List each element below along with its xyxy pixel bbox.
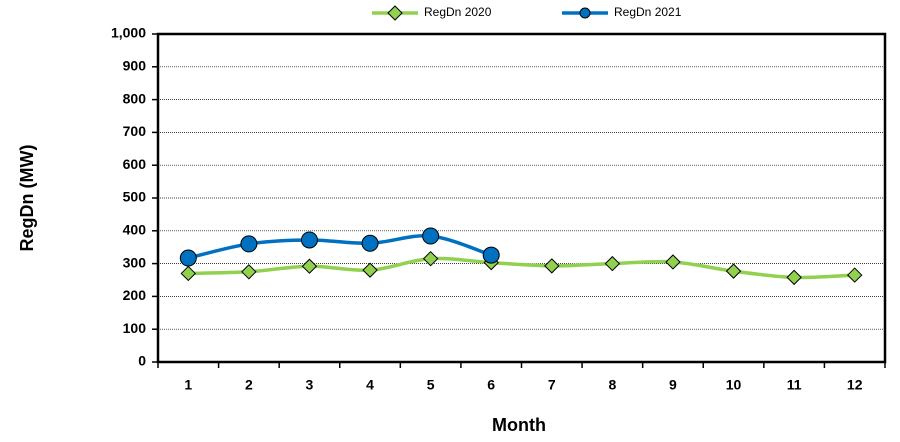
y-tick-label: 400 bbox=[123, 222, 147, 238]
x-tick-label: 6 bbox=[487, 377, 495, 393]
y-axis-label: RegDn (MW) bbox=[17, 145, 37, 252]
y-tick-label: 700 bbox=[123, 123, 147, 139]
plot-area bbox=[156, 32, 887, 364]
marker bbox=[725, 263, 742, 279]
marker bbox=[241, 264, 257, 280]
x-tick-label: 8 bbox=[608, 377, 616, 393]
x-tick-label: 5 bbox=[427, 377, 435, 393]
marker bbox=[300, 231, 318, 249]
marker bbox=[665, 254, 681, 270]
marker bbox=[604, 255, 621, 272]
marker bbox=[361, 234, 379, 252]
x-axis-label: Month bbox=[492, 415, 546, 435]
x-tick-label: 7 bbox=[548, 377, 556, 393]
marker bbox=[482, 246, 500, 264]
legend-label: RegDn 2021 bbox=[614, 5, 682, 19]
y-tick-label: 100 bbox=[123, 320, 147, 336]
series-line bbox=[187, 234, 492, 260]
x-tick-label: 12 bbox=[847, 377, 863, 393]
y-tick-label: 500 bbox=[123, 189, 147, 205]
x-tick-label: 10 bbox=[726, 377, 742, 393]
marker bbox=[240, 235, 258, 253]
x-tick-label: 1 bbox=[184, 377, 192, 393]
y-tick-label: 600 bbox=[123, 156, 147, 172]
x-tick-label: 4 bbox=[366, 377, 374, 393]
marker bbox=[301, 258, 318, 274]
legend-label: RegDn 2020 bbox=[424, 5, 492, 19]
marker bbox=[179, 249, 197, 267]
marker bbox=[544, 258, 560, 274]
marker bbox=[847, 267, 863, 283]
marker bbox=[579, 7, 591, 19]
x-tick-label: 9 bbox=[669, 377, 677, 393]
marker bbox=[362, 262, 378, 278]
y-tick-label: 200 bbox=[123, 287, 147, 303]
y-tick-label: 0 bbox=[138, 353, 146, 369]
x-tick-label: 2 bbox=[245, 377, 253, 393]
marker bbox=[422, 227, 440, 245]
y-tick-label: 1,000 bbox=[111, 25, 146, 41]
x-tick-label: 3 bbox=[306, 377, 314, 393]
marker bbox=[180, 265, 196, 282]
y-tick-label: 300 bbox=[123, 254, 147, 270]
x-tick-label: 11 bbox=[787, 377, 802, 393]
marker bbox=[387, 5, 403, 21]
y-tick-label: 800 bbox=[123, 90, 147, 106]
marker bbox=[422, 250, 439, 267]
y-tick-label: 900 bbox=[123, 58, 147, 74]
marker bbox=[786, 269, 802, 286]
series-line bbox=[188, 256, 855, 280]
